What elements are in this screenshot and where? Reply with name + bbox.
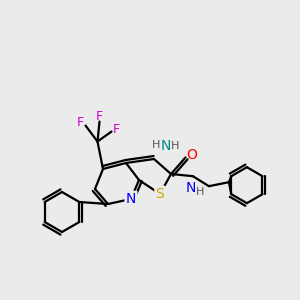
Text: H: H (196, 187, 204, 197)
Text: F: F (96, 110, 103, 123)
Text: H: H (171, 141, 179, 151)
Text: O: O (186, 148, 197, 162)
Text: S: S (156, 187, 164, 201)
Text: F: F (113, 123, 120, 136)
Text: F: F (77, 116, 84, 129)
Text: N: N (126, 192, 136, 206)
Text: N: N (161, 139, 171, 153)
Text: H: H (152, 140, 160, 150)
Text: N: N (186, 181, 196, 195)
